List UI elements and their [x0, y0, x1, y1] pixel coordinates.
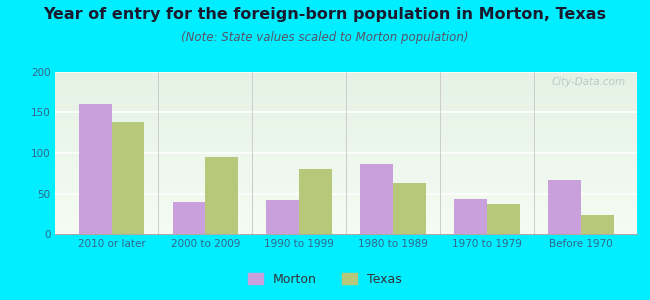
Bar [79, 104, 112, 234]
Bar [266, 200, 299, 234]
Bar [299, 169, 332, 234]
Bar [172, 202, 205, 234]
Bar [205, 157, 238, 234]
Bar [360, 164, 393, 234]
Bar [548, 180, 580, 234]
Bar [454, 199, 487, 234]
Legend: Morton, Texas: Morton, Texas [243, 268, 407, 291]
Bar [393, 183, 426, 234]
Bar [487, 204, 520, 234]
Bar [112, 122, 144, 234]
Text: (Note: State values scaled to Morton population): (Note: State values scaled to Morton pop… [181, 32, 469, 44]
Text: City-Data.com: City-Data.com [551, 77, 625, 87]
Bar [580, 214, 614, 234]
Text: Year of entry for the foreign-born population in Morton, Texas: Year of entry for the foreign-born popul… [44, 8, 606, 22]
